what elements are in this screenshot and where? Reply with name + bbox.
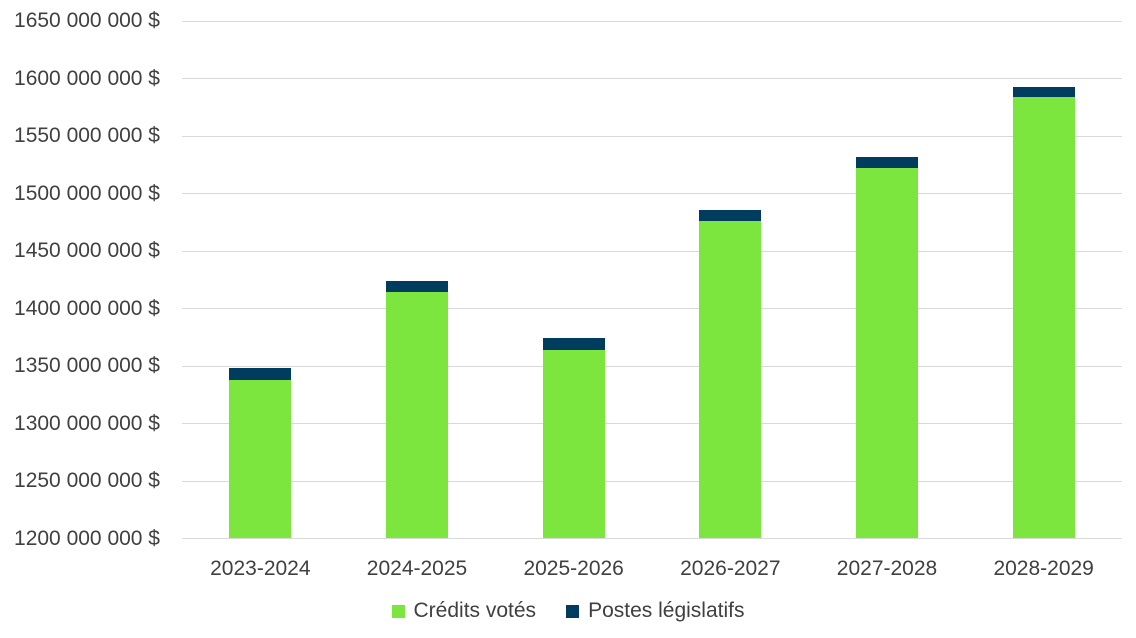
bar-legislative-segment <box>386 280 448 293</box>
y-axis-tick-label: 1350 000 000 $ <box>14 354 160 377</box>
gridline <box>182 365 1122 367</box>
gridline <box>182 135 1122 137</box>
bar-voted-segment <box>229 379 292 539</box>
y-axis-tick-label: 1550 000 000 $ <box>14 124 160 147</box>
y-axis-tick-label: 1300 000 000 $ <box>14 411 160 435</box>
bar-voted-segment <box>542 349 605 539</box>
gridline <box>182 193 1122 194</box>
y-axis-tick-label: 1500 000 000 $ <box>14 181 160 205</box>
gridline <box>182 308 1122 309</box>
x-axis-category-label: 2024-2025 <box>366 557 468 580</box>
x-axis-category-label: 2027-2028 <box>836 557 938 580</box>
gridline <box>182 78 1122 79</box>
y-axis-tick-label: 1650 000 000 $ <box>14 9 160 32</box>
x-axis-category-label: 2028-2029 <box>993 557 1094 580</box>
x-axis-category-label: 2026-2027 <box>680 557 781 580</box>
legend-swatch-postes-legislatifs-icon <box>566 604 580 618</box>
bar-voted-segment <box>699 221 762 539</box>
bar-legislative-segment <box>542 338 605 350</box>
gridline <box>182 480 1122 482</box>
x-axis-category-label: 2025-2026 <box>523 557 624 580</box>
bar-legislative-segment <box>699 209 762 222</box>
legend-swatch-credits-votes-icon <box>391 604 405 618</box>
plot-area <box>182 20 1122 539</box>
y-axis-tick-label: 1450 000 000 $ <box>14 239 160 262</box>
x-axis-category-label: 2023-2024 <box>210 557 311 580</box>
bar-legislative-segment <box>1012 86 1075 97</box>
bar-voted-segment <box>856 168 918 539</box>
legend: Crédits votés Postes législatifs <box>0 599 1136 623</box>
y-axis-tick-label: 1200 000 000 $ <box>14 526 160 550</box>
y-axis-tick-label: 1250 000 000 $ <box>14 469 160 492</box>
bar-legislative-segment <box>229 368 292 380</box>
bar-legislative-segment <box>856 156 918 169</box>
gridline <box>182 20 1122 22</box>
bar-voted-segment <box>386 292 448 539</box>
gridline <box>182 423 1122 424</box>
legend-label-credits-votes: Crédits votés <box>413 599 537 622</box>
y-axis-tick-label: 1400 000 000 $ <box>14 296 160 320</box>
bar-voted-segment <box>1012 96 1075 539</box>
gridline <box>182 250 1122 252</box>
legend-item-postes-legislatifs: Postes législatifs <box>566 599 744 623</box>
legend-item-credits-votes: Crédits votés <box>391 599 537 623</box>
legend-label-postes-legislatifs: Postes législatifs <box>588 599 745 622</box>
y-axis-tick-label: 1600 000 000 $ <box>14 66 160 90</box>
gridline <box>182 538 1122 539</box>
